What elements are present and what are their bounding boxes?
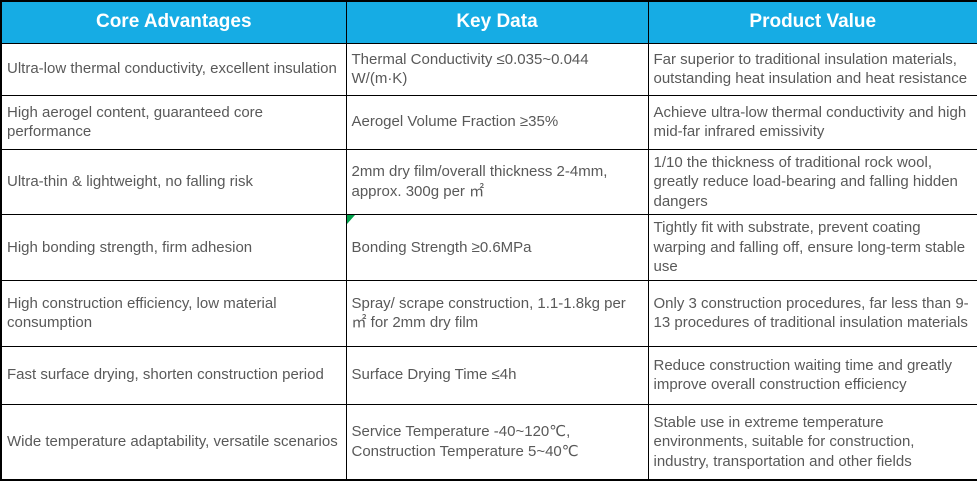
cell-advantage: Ultra-thin & lightweight, no falling ris… — [0, 148, 347, 215]
table-row: Ultra-thin & lightweight, no falling ris… — [0, 148, 977, 215]
cell-key-data: Service Temperature -40~120℃, Constructi… — [345, 403, 649, 481]
column-header-product-value: Product Value — [647, 0, 977, 44]
cell-corner-marker-icon — [347, 215, 355, 224]
cell-advantage: Fast surface drying, shorten constructio… — [0, 345, 347, 405]
column-header-core-advantages: Core Advantages — [0, 0, 347, 44]
table-row: High bonding strength, firm adhesion Bon… — [0, 214, 977, 281]
cell-product-value: Stable use in extreme temperature enviro… — [647, 403, 977, 481]
cell-key-data: 2mm dry film/overall thickness 2-4mm, ap… — [345, 148, 649, 215]
cell-product-value: Far superior to traditional insulation m… — [647, 42, 977, 96]
cell-key-data: Thermal Conductivity ≤0.035~0.044 W/(m·K… — [345, 42, 649, 96]
table-row: High aerogel content, guaranteed core pe… — [0, 94, 977, 150]
cell-product-value: Achieve ultra-low thermal conductivity a… — [647, 94, 977, 150]
cell-advantage: Wide temperature adaptability, versatile… — [0, 403, 347, 481]
table-row: Wide temperature adaptability, versatile… — [0, 403, 977, 481]
cell-key-data: Surface Drying Time ≤4h — [345, 345, 649, 405]
table-row: High construction efficiency, low materi… — [0, 279, 977, 347]
cell-product-value: Tightly fit with substrate, prevent coat… — [647, 214, 977, 281]
table-row: Ultra-low thermal conductivity, excellen… — [0, 42, 977, 96]
column-header-key-data: Key Data — [345, 0, 649, 44]
cell-key-data: Spray/ scrape construction, 1.1-1.8kg pe… — [345, 279, 649, 347]
cell-key-data: Aerogel Volume Fraction ≥35% — [345, 94, 649, 150]
cell-text: Bonding Strength ≥0.6MPa — [351, 238, 532, 256]
cell-key-data: Bonding Strength ≥0.6MPa — [345, 214, 649, 281]
cell-advantage: Ultra-low thermal conductivity, excellen… — [0, 42, 347, 96]
table-row: Fast surface drying, shorten constructio… — [0, 345, 977, 405]
cell-product-value: Reduce construction waiting time and gre… — [647, 345, 977, 405]
cell-advantage: High construction efficiency, low materi… — [0, 279, 347, 347]
header-row: Core Advantages Key Data Product Value — [0, 0, 977, 44]
cell-advantage: High aerogel content, guaranteed core pe… — [0, 94, 347, 150]
cell-product-value: Only 3 construction procedures, far less… — [647, 279, 977, 347]
cell-product-value: 1/10 the thickness of traditional rock w… — [647, 148, 977, 215]
cell-advantage: High bonding strength, firm adhesion — [0, 214, 347, 281]
